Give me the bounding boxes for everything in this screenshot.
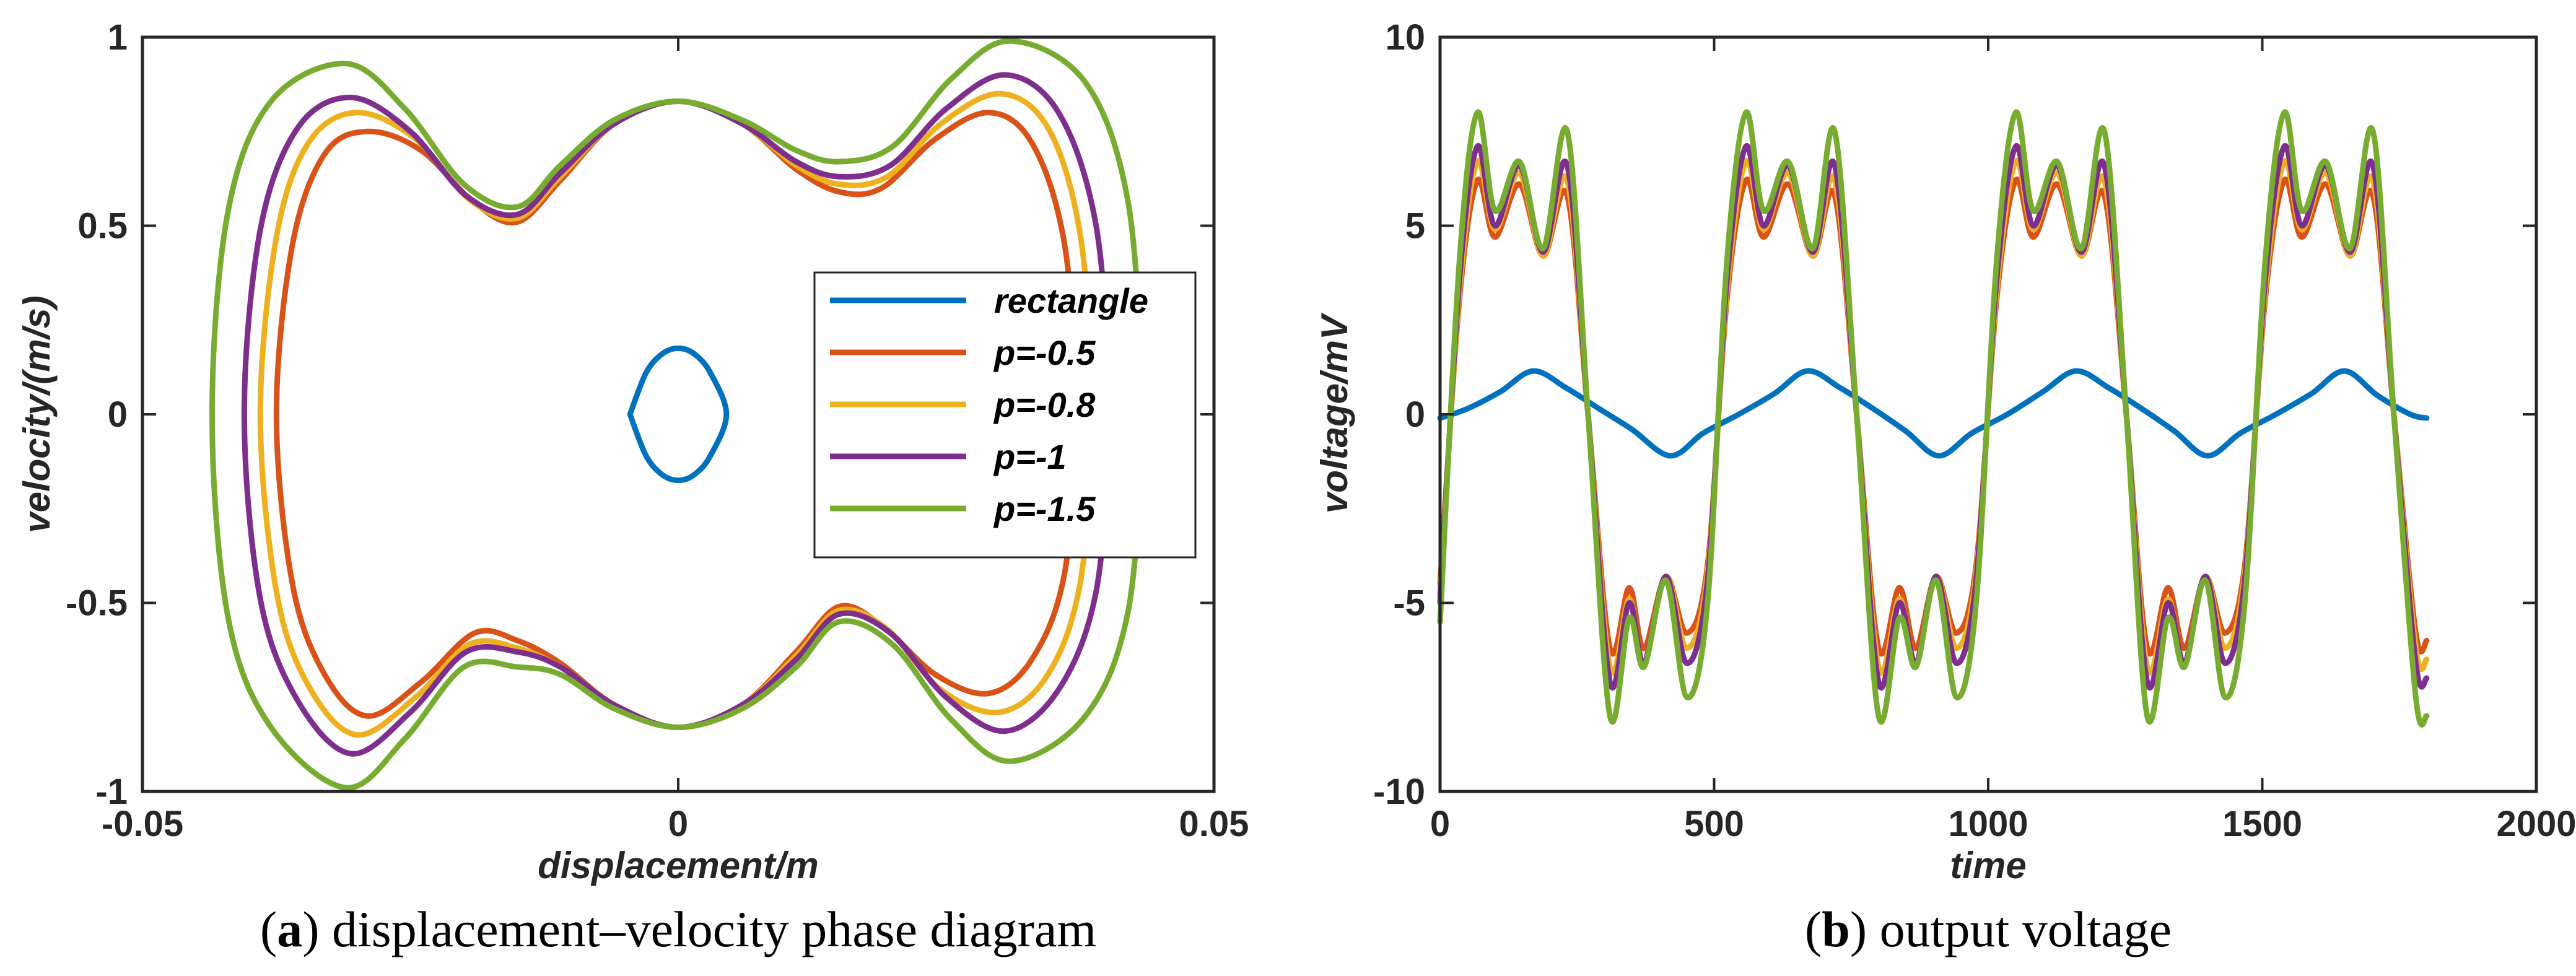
legend-label-2: p=-0.8 (993, 385, 1096, 424)
phase-diagram-y-tick-label: -0.5 (66, 583, 128, 624)
phase-diagram-series-line-1 (273, 98, 1083, 730)
phase-diagram-x-tick-label: 0 (668, 804, 688, 844)
output-voltage-x-tick-label: 1000 (1948, 804, 2028, 844)
phase-diagram-y-tick-label: 0 (108, 394, 128, 435)
output-voltage-y-tick-label: 5 (1405, 206, 1425, 246)
phase-diagram-panel: -0.05 0 0.05 -1 -0.5 0 0.5 1 displacement/m vel… (16, 17, 1249, 957)
phase-diagram-y-tick-label: -1 (95, 772, 128, 812)
legend-label-3: p=-1 (993, 437, 1067, 476)
output-voltage-y-tick-label: -10 (1373, 772, 1425, 812)
phase-diagram-x-tick-label: -0.05 (102, 804, 183, 844)
phase-diagram-x-axis-label: displacement/m (538, 845, 819, 886)
output-voltage-panel: 0 500 1000 1500 2000 -10 -5 0 5 10 time voltage/m… (1314, 17, 2576, 957)
output-voltage-series-line-4 (1437, 109, 2430, 728)
phase-diagram-y-tick-label: 1 (108, 17, 128, 58)
output-voltage-y-tick-label: 0 (1405, 394, 1425, 435)
legend-label-4: p=-1.5 (993, 489, 1096, 528)
output-voltage-ticks: 0 500 1000 1500 2000 -10 -5 0 5 10 (1373, 17, 2576, 844)
output-voltage-x-tick-label: 1500 (2222, 804, 2302, 844)
legend-label-0: rectangle (994, 281, 1148, 320)
output-voltage-x-tick-label: 0 (1430, 804, 1450, 844)
legend-label-1: p=-0.5 (993, 333, 1096, 372)
phase-diagram-y-tick-label: 0.5 (77, 206, 128, 246)
output-voltage-x-tick-label: 2000 (2496, 804, 2576, 844)
caption-letter-a: a (277, 901, 302, 957)
phase-diagram-series (209, 38, 1147, 791)
output-voltage-y-tick-label: 10 (1385, 17, 1425, 58)
output-voltage-y-tick-label: -5 (1393, 583, 1425, 624)
phase-diagram-series-line-0 (627, 345, 730, 484)
caption-text-a: displacement–velocity phase diagram (332, 901, 1096, 957)
phase-diagram-series-line-3 (241, 72, 1116, 757)
phase-diagram-x-tick-label: 0.05 (1179, 804, 1249, 844)
output-voltage-caption: (b) output voltage (1805, 901, 2172, 957)
phase-diagram-caption: (a) displacement–velocity phase diagram (260, 901, 1096, 957)
caption-text-b: output voltage (1880, 901, 2172, 957)
output-voltage-series (1437, 109, 2430, 728)
phase-diagram-y-axis-label: velocity/(m/s) (16, 295, 58, 533)
output-voltage-x-axis-label: time (1950, 845, 2026, 886)
phase-diagram-ticks: -0.05 0 0.05 -1 -0.5 0 0.5 1 (66, 17, 1249, 844)
output-voltage-y-axis-label: voltage/mV (1314, 312, 1355, 513)
phase-diagram-series-line-2 (257, 90, 1099, 738)
phase-diagram-series-line-4 (209, 38, 1147, 791)
legend: rectangle p=-0.5 p=-0.8 p=-1 p=-1.5 (813, 271, 1197, 559)
output-voltage-x-tick-label: 500 (1684, 804, 1744, 844)
caption-letter-b: b (1822, 901, 1850, 957)
output-voltage-series-line-0 (1437, 368, 2430, 459)
